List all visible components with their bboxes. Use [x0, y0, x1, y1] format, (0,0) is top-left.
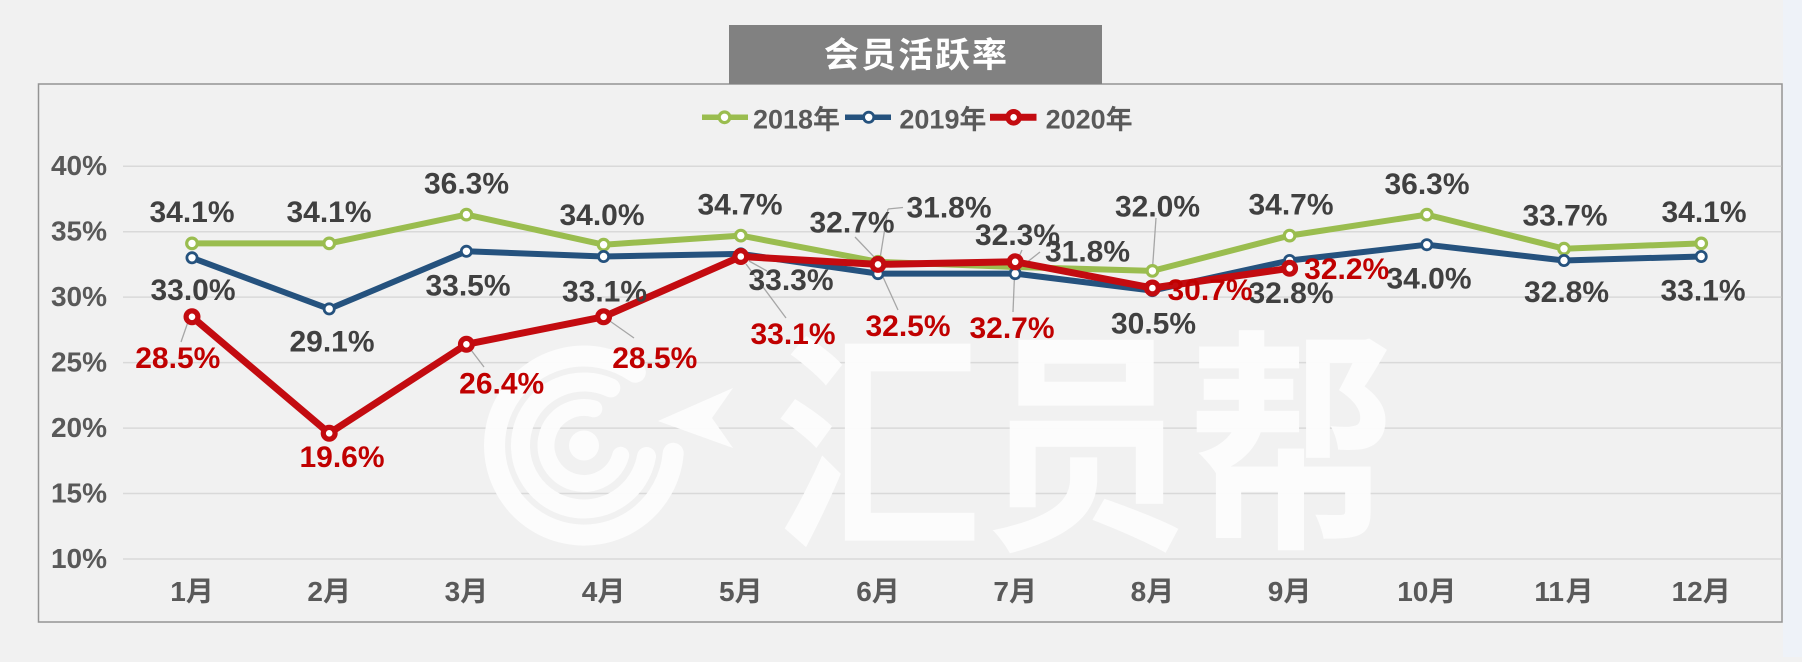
svg-text:10%: 10% — [51, 543, 107, 574]
svg-text:32.0%: 32.0% — [1115, 190, 1200, 223]
svg-text:15%: 15% — [51, 477, 107, 508]
svg-text:30.5%: 30.5% — [1111, 308, 1196, 341]
svg-text:2019: 2019 — [899, 104, 959, 134]
svg-text:33.1%: 33.1% — [562, 275, 647, 308]
svg-text:1: 1 — [170, 576, 186, 607]
svg-text:4: 4 — [582, 576, 598, 607]
svg-text:33.1%: 33.1% — [750, 318, 835, 351]
svg-text:33.1%: 33.1% — [1660, 275, 1745, 308]
svg-text:8: 8 — [1131, 576, 1147, 607]
svg-text:32.3%: 32.3% — [975, 219, 1060, 252]
svg-text:32.5%: 32.5% — [865, 310, 950, 343]
svg-text:33.7%: 33.7% — [1522, 200, 1607, 233]
svg-text:12: 12 — [1672, 576, 1703, 607]
svg-text:36.3%: 36.3% — [1384, 168, 1469, 201]
svg-text:30%: 30% — [51, 281, 107, 312]
svg-text:32.8%: 32.8% — [1248, 277, 1333, 310]
svg-text:34.1%: 34.1% — [1661, 196, 1746, 229]
svg-text:34.7%: 34.7% — [697, 188, 782, 221]
svg-text:2018: 2018 — [753, 104, 813, 134]
svg-text:33.3%: 33.3% — [748, 264, 833, 297]
svg-text:32.2%: 32.2% — [1304, 253, 1389, 286]
svg-text:31.8%: 31.8% — [1045, 236, 1130, 269]
svg-text:10: 10 — [1397, 576, 1428, 607]
svg-text:9: 9 — [1268, 576, 1284, 607]
svg-text:35%: 35% — [51, 216, 107, 247]
svg-text:2: 2 — [307, 576, 323, 607]
svg-text:29.1%: 29.1% — [289, 326, 374, 359]
svg-text:26.4%: 26.4% — [459, 367, 544, 400]
svg-text:34.7%: 34.7% — [1248, 188, 1333, 221]
svg-text:7: 7 — [993, 576, 1009, 607]
svg-text:32.7%: 32.7% — [809, 207, 894, 240]
svg-text:20%: 20% — [51, 412, 107, 443]
svg-text:25%: 25% — [51, 346, 107, 377]
svg-text:34.1%: 34.1% — [286, 196, 371, 229]
svg-text:5: 5 — [719, 576, 735, 607]
svg-text:28.5%: 28.5% — [612, 342, 697, 375]
svg-text:2020: 2020 — [1046, 104, 1106, 134]
svg-text:19.6%: 19.6% — [299, 441, 384, 474]
svg-text:40%: 40% — [51, 150, 107, 181]
svg-text:33.0%: 33.0% — [150, 274, 235, 307]
svg-text:33.5%: 33.5% — [425, 269, 510, 302]
svg-text:36.3%: 36.3% — [424, 167, 509, 200]
svg-text:32.8%: 32.8% — [1524, 276, 1609, 309]
svg-text:32.7%: 32.7% — [969, 312, 1054, 345]
svg-text:11: 11 — [1534, 576, 1564, 607]
svg-text:6: 6 — [856, 576, 872, 607]
svg-text:34.0%: 34.0% — [1386, 262, 1471, 295]
svg-text:34.0%: 34.0% — [559, 199, 644, 232]
svg-text:34.1%: 34.1% — [149, 196, 234, 229]
svg-text:30.7%: 30.7% — [1167, 274, 1252, 307]
svg-text:28.5%: 28.5% — [135, 342, 220, 375]
svg-text:3: 3 — [445, 576, 461, 607]
svg-text:31.8%: 31.8% — [906, 191, 991, 224]
